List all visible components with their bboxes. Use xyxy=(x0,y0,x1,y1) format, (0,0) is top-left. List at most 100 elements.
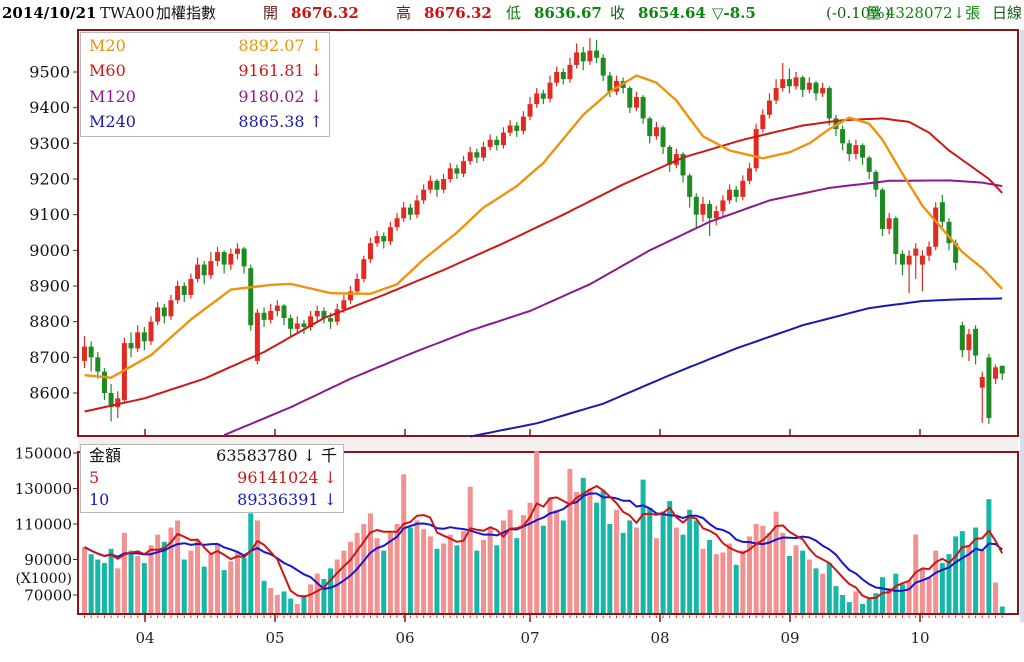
candlestick xyxy=(221,252,227,265)
volume-bar xyxy=(341,550,347,613)
volume-bar xyxy=(926,577,932,613)
volume-bar xyxy=(773,511,779,613)
volume-bar xyxy=(101,563,107,613)
volume-bar xyxy=(401,474,407,613)
candlestick xyxy=(401,207,407,219)
price-axis-label: 9000 xyxy=(29,241,70,260)
amount-label: 金額 xyxy=(89,446,122,465)
volume-bar xyxy=(281,591,287,613)
volume-bar xyxy=(88,554,94,613)
candlestick xyxy=(348,291,353,301)
volume-bar xyxy=(168,527,174,613)
volume-bar xyxy=(248,513,254,613)
price-axis-label: 8700 xyxy=(29,348,70,367)
volume-bar xyxy=(527,502,533,613)
price-axis-label: 8600 xyxy=(29,384,70,403)
candlestick xyxy=(727,189,733,201)
candlestick xyxy=(534,93,540,105)
candlestick xyxy=(993,367,999,379)
volume-bar xyxy=(594,502,600,613)
x-axis-month-label: 06 xyxy=(395,629,414,647)
candlestick xyxy=(886,218,892,229)
candlestick xyxy=(441,179,447,190)
candlestick xyxy=(880,189,885,229)
amount-unit: 千 xyxy=(320,446,337,465)
candlestick xyxy=(121,343,127,401)
volume-bar xyxy=(487,527,493,613)
volume-bar xyxy=(939,563,945,613)
price-axis-label: 9500 xyxy=(29,63,70,82)
close-value: 8654.64 xyxy=(638,4,706,22)
close-label: 收 xyxy=(610,4,626,22)
volume-bar xyxy=(893,573,899,613)
price-axis-label: 9300 xyxy=(29,134,70,153)
x-axis-month-label: 10 xyxy=(910,629,929,647)
candlestick xyxy=(314,310,320,317)
candlestick xyxy=(241,248,247,267)
candlestick xyxy=(826,88,832,119)
candlestick xyxy=(813,82,819,94)
volume-bar xyxy=(421,529,427,613)
volume-bar xyxy=(793,545,799,613)
volume-bar xyxy=(201,566,207,613)
open-label: 開 xyxy=(263,4,279,22)
candlestick xyxy=(780,79,786,89)
candlestick xyxy=(82,346,87,361)
ma-legend-row: M240 8865.38 ↑ xyxy=(81,110,329,136)
volume-bar xyxy=(766,532,772,613)
candlestick xyxy=(899,253,905,265)
candlestick xyxy=(773,88,779,101)
candlestick xyxy=(660,127,666,147)
volume-bar xyxy=(880,577,885,613)
candlestick xyxy=(514,125,520,131)
volume-bar xyxy=(933,550,939,613)
candlestick xyxy=(953,243,959,263)
candlestick xyxy=(760,114,766,130)
volume-bar xyxy=(381,550,387,613)
candlestick xyxy=(973,328,979,356)
quote-date: 2014/10/21 xyxy=(2,4,97,22)
volume-bar xyxy=(121,532,127,613)
ma20-value: 8892.07 xyxy=(238,35,305,55)
candlestick xyxy=(148,321,154,342)
candlestick xyxy=(215,252,220,262)
volume-axis-label: 70000 xyxy=(24,587,72,605)
volume-bar xyxy=(567,468,573,613)
volume-bar xyxy=(607,524,613,613)
volume-bar xyxy=(394,524,400,613)
volume-bar xyxy=(321,579,327,613)
volume-bar xyxy=(966,545,972,613)
volume-bar xyxy=(361,524,367,613)
volume-legend-row: 5 96141024 ↓ xyxy=(81,467,343,489)
x-axis-month-label: 09 xyxy=(780,629,799,647)
volume-ma5-line xyxy=(84,485,1004,600)
volume-bar xyxy=(660,511,666,613)
vol-ma5-label: 5 xyxy=(89,468,100,487)
candlestick xyxy=(381,236,387,242)
candlestick xyxy=(454,168,460,174)
volume-legend-row: 10 89336391 ↓ xyxy=(81,489,343,511)
x-axis-month-label: 04 xyxy=(135,629,154,647)
candlestick xyxy=(647,118,653,137)
volume-bar xyxy=(221,570,227,613)
candlestick xyxy=(361,259,367,279)
candlestick xyxy=(108,393,114,408)
volume-bar xyxy=(334,559,340,613)
candlestick xyxy=(846,143,852,155)
candlestick xyxy=(979,376,985,388)
candlestick xyxy=(580,52,586,62)
candlestick xyxy=(507,125,513,133)
ma240-label: M240 xyxy=(89,112,136,132)
volume-bar xyxy=(806,559,812,613)
candlestick xyxy=(766,100,772,115)
volume-bar xyxy=(813,568,819,613)
high-label: 高 xyxy=(396,4,412,22)
volume-bar xyxy=(633,527,639,613)
volume-bar xyxy=(274,595,280,613)
volume-bar xyxy=(627,520,633,613)
symbol-name: 加權指數 xyxy=(156,4,217,22)
period-daily-label: 日線 xyxy=(992,4,1023,22)
volume-bar xyxy=(547,497,553,613)
volume-bar xyxy=(647,508,653,613)
volume-ma10-line xyxy=(84,492,1003,592)
